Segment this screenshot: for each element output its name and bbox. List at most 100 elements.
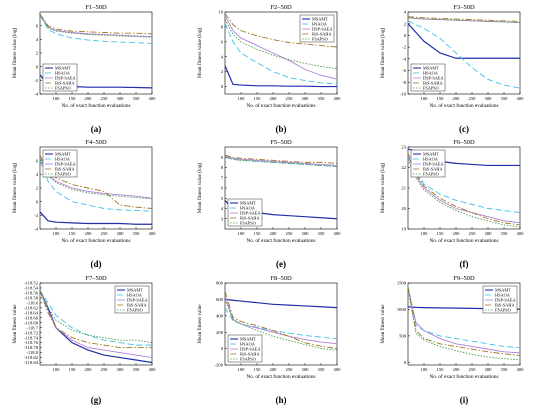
y-tick-label: -118.62 xyxy=(24,305,39,310)
subplot-3: F3–50D 100 150 200 250 300 350 400 -10 -8 -6 -4 -2 0 2… xyxy=(379,4,524,134)
legend-entry: BiS-SAHA xyxy=(127,303,147,308)
y-tick-label: 400 xyxy=(216,313,224,318)
x-tick-label: 400 xyxy=(334,367,342,372)
x-tick-label: 150 xyxy=(254,231,262,236)
y-tick-label: 8 xyxy=(221,165,224,170)
legend-entry: BiS-SAHA xyxy=(240,216,260,221)
y-tick-label: -118.72 xyxy=(24,330,39,335)
legend-entry: DSP-SAEA xyxy=(423,76,444,81)
panel-letter: (i) xyxy=(460,395,469,405)
series-line-hsaoa xyxy=(40,160,152,212)
subplot-6: F6–50D 100 150 200 250 300 350 400 19 20 21 22 23 No.… xyxy=(379,139,524,269)
y-tick-label: 7 xyxy=(221,175,224,180)
plot-title: F1–50D xyxy=(85,4,107,11)
y-tick-label: 3 xyxy=(221,216,224,221)
series-line-dsp-saea xyxy=(40,290,152,358)
x-tick-label: 300 xyxy=(302,367,310,372)
y-tick-label: 0 xyxy=(36,64,39,69)
series-line-bis-saha xyxy=(40,290,152,349)
plot-title: F4–50D xyxy=(85,139,107,146)
legend-entry: BiS-SAHA xyxy=(312,32,332,37)
x-tick-label: 350 xyxy=(133,367,141,372)
plot-title: F7–50D xyxy=(85,275,107,282)
y-tick-label: 0 xyxy=(404,33,407,38)
x-tick-label: 200 xyxy=(453,96,461,101)
y-axis-label: Mean fitness value (log) xyxy=(196,162,203,213)
y-tick-label: -118.66 xyxy=(24,315,39,320)
x-tick-label: 350 xyxy=(501,96,509,101)
x-tick-label: 250 xyxy=(286,231,294,236)
series-line-fsapso xyxy=(408,17,520,23)
series-line-fsapso xyxy=(40,290,152,344)
y-tick-label: 2 xyxy=(221,69,224,74)
plot-title: F9–50D xyxy=(453,275,475,282)
y-axis-label: Mean fitness value (log) xyxy=(11,162,18,213)
y-tick-label: -118.7 xyxy=(26,325,38,330)
x-tick-label: 150 xyxy=(69,231,77,236)
y-axis-label: Mean fitness value xyxy=(11,304,18,344)
y-tick-label: 4 xyxy=(404,10,407,15)
y-tick-label: 4 xyxy=(36,172,39,177)
x-tick-label: 200 xyxy=(453,367,461,372)
y-tick-label: 800 xyxy=(216,281,224,286)
series-line-msamt xyxy=(225,298,337,309)
x-tick-label: 350 xyxy=(318,96,326,101)
y-tick-label: 19 xyxy=(401,227,406,232)
y-tick-label: 0 xyxy=(221,84,224,89)
legend-entry: DSP-SAEA xyxy=(240,211,261,216)
subplot-9: F9–50D 100 150 200 250 300 350 400 0 500 1000 1500 N… xyxy=(379,275,524,405)
x-tick-label: 100 xyxy=(421,96,429,101)
legend-entry: DSP-SAEA xyxy=(127,298,148,303)
series-line-dsp-saea xyxy=(408,288,520,354)
legend-entry: MSAMT xyxy=(423,152,439,157)
x-tick-label: 300 xyxy=(485,96,493,101)
subplot-8: F8–50D 100 150 200 250 300 350 400 -200 0 200 400 60… xyxy=(196,275,341,405)
legend-entry: FSAPSO xyxy=(495,308,511,313)
legend-entry: FSAPSO xyxy=(240,357,256,362)
legend-entry: BiS-SAHA xyxy=(55,81,75,86)
panel-letter: (d) xyxy=(91,259,102,269)
legend-entry: HSAOA xyxy=(312,22,328,27)
y-tick-label: -6 xyxy=(402,68,407,73)
y-tick-label: -118.82 xyxy=(24,355,39,360)
x-tick-label: 200 xyxy=(85,96,93,101)
x-tick-label: 250 xyxy=(469,367,477,372)
series-line-dsp-saea xyxy=(225,155,337,166)
legend-entry: BiS-SAHA xyxy=(240,352,260,357)
y-tick-label: -118.78 xyxy=(24,345,39,350)
x-tick-label: 200 xyxy=(270,231,278,236)
y-tick-label: -2 xyxy=(34,78,39,83)
x-tick-label: 400 xyxy=(149,231,157,236)
x-tick-label: 200 xyxy=(85,367,93,372)
x-tick-label: 250 xyxy=(469,231,477,236)
y-tick-label: -8 xyxy=(402,80,407,85)
y-tick-label: -4 xyxy=(34,227,39,232)
x-tick-label: 100 xyxy=(238,231,246,236)
x-tick-label: 100 xyxy=(421,367,429,372)
series-line-dsp-saea xyxy=(40,14,152,38)
plot-title: F6–50D xyxy=(453,139,475,146)
x-tick-label: 350 xyxy=(501,367,509,372)
series-line-bis-saha xyxy=(40,13,152,35)
x-tick-label: 100 xyxy=(421,231,429,236)
y-tick-label: 2 xyxy=(36,51,39,56)
x-tick-label: 150 xyxy=(254,367,262,372)
series-line-dsp-saea xyxy=(225,15,337,80)
legend-entry: MSAMT xyxy=(240,201,256,206)
x-tick-label: 200 xyxy=(270,367,278,372)
x-tick-label: 150 xyxy=(254,96,262,101)
y-tick-label: 22 xyxy=(401,165,406,170)
y-tick-label: 6 xyxy=(221,186,224,191)
x-tick-label: 350 xyxy=(318,231,326,236)
y-tick-label: 2 xyxy=(36,186,39,191)
x-tick-label: 150 xyxy=(437,367,445,372)
legend-entry: BiS-SAHA xyxy=(423,167,443,172)
y-tick-label: 0 xyxy=(221,346,224,351)
y-tick-label: 200 xyxy=(216,330,224,335)
y-tick-label: 4 xyxy=(36,37,39,42)
